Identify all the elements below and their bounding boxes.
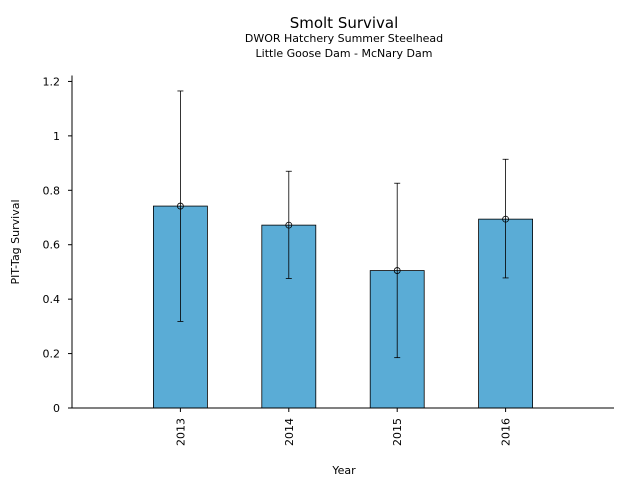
chart-subtitle-line-2: Little Goose Dam - McNary Dam [256,47,433,60]
chart-title: Smolt Survival [290,14,399,32]
x-axis: 2013 2014 2015 2016 [72,407,614,446]
y-tick-label: 0.4 [43,293,61,306]
point-marker-2016 [502,215,510,223]
y-tick-label: 1 [53,130,60,143]
point-marker-2014 [285,221,293,229]
x-tick-label: 2016 [500,418,513,446]
y-axis: 0 0.2 0.4 0.6 0.8 1 1.2 [43,75,73,415]
bars-group [152,205,534,409]
y-tick-label: 0.2 [43,348,61,361]
y-tick-label: 0.8 [43,184,61,197]
x-axis-label: Year [331,464,356,477]
y-tick-label: 0.6 [43,239,61,252]
y-axis-label: PIT-Tag Survival [9,199,22,284]
x-tick-label: 2013 [174,418,187,446]
x-tick-label: 2014 [283,418,296,446]
x-tick-label: 2015 [391,418,404,446]
error-bars-group [176,90,510,359]
y-tick-label: 1.2 [43,75,61,88]
point-marker-2013 [176,202,184,210]
chart-subtitle-line-1: DWOR Hatchery Summer Steelhead [245,32,443,45]
point-marker-2015 [393,267,401,274]
y-tick-label: 0 [53,402,60,415]
